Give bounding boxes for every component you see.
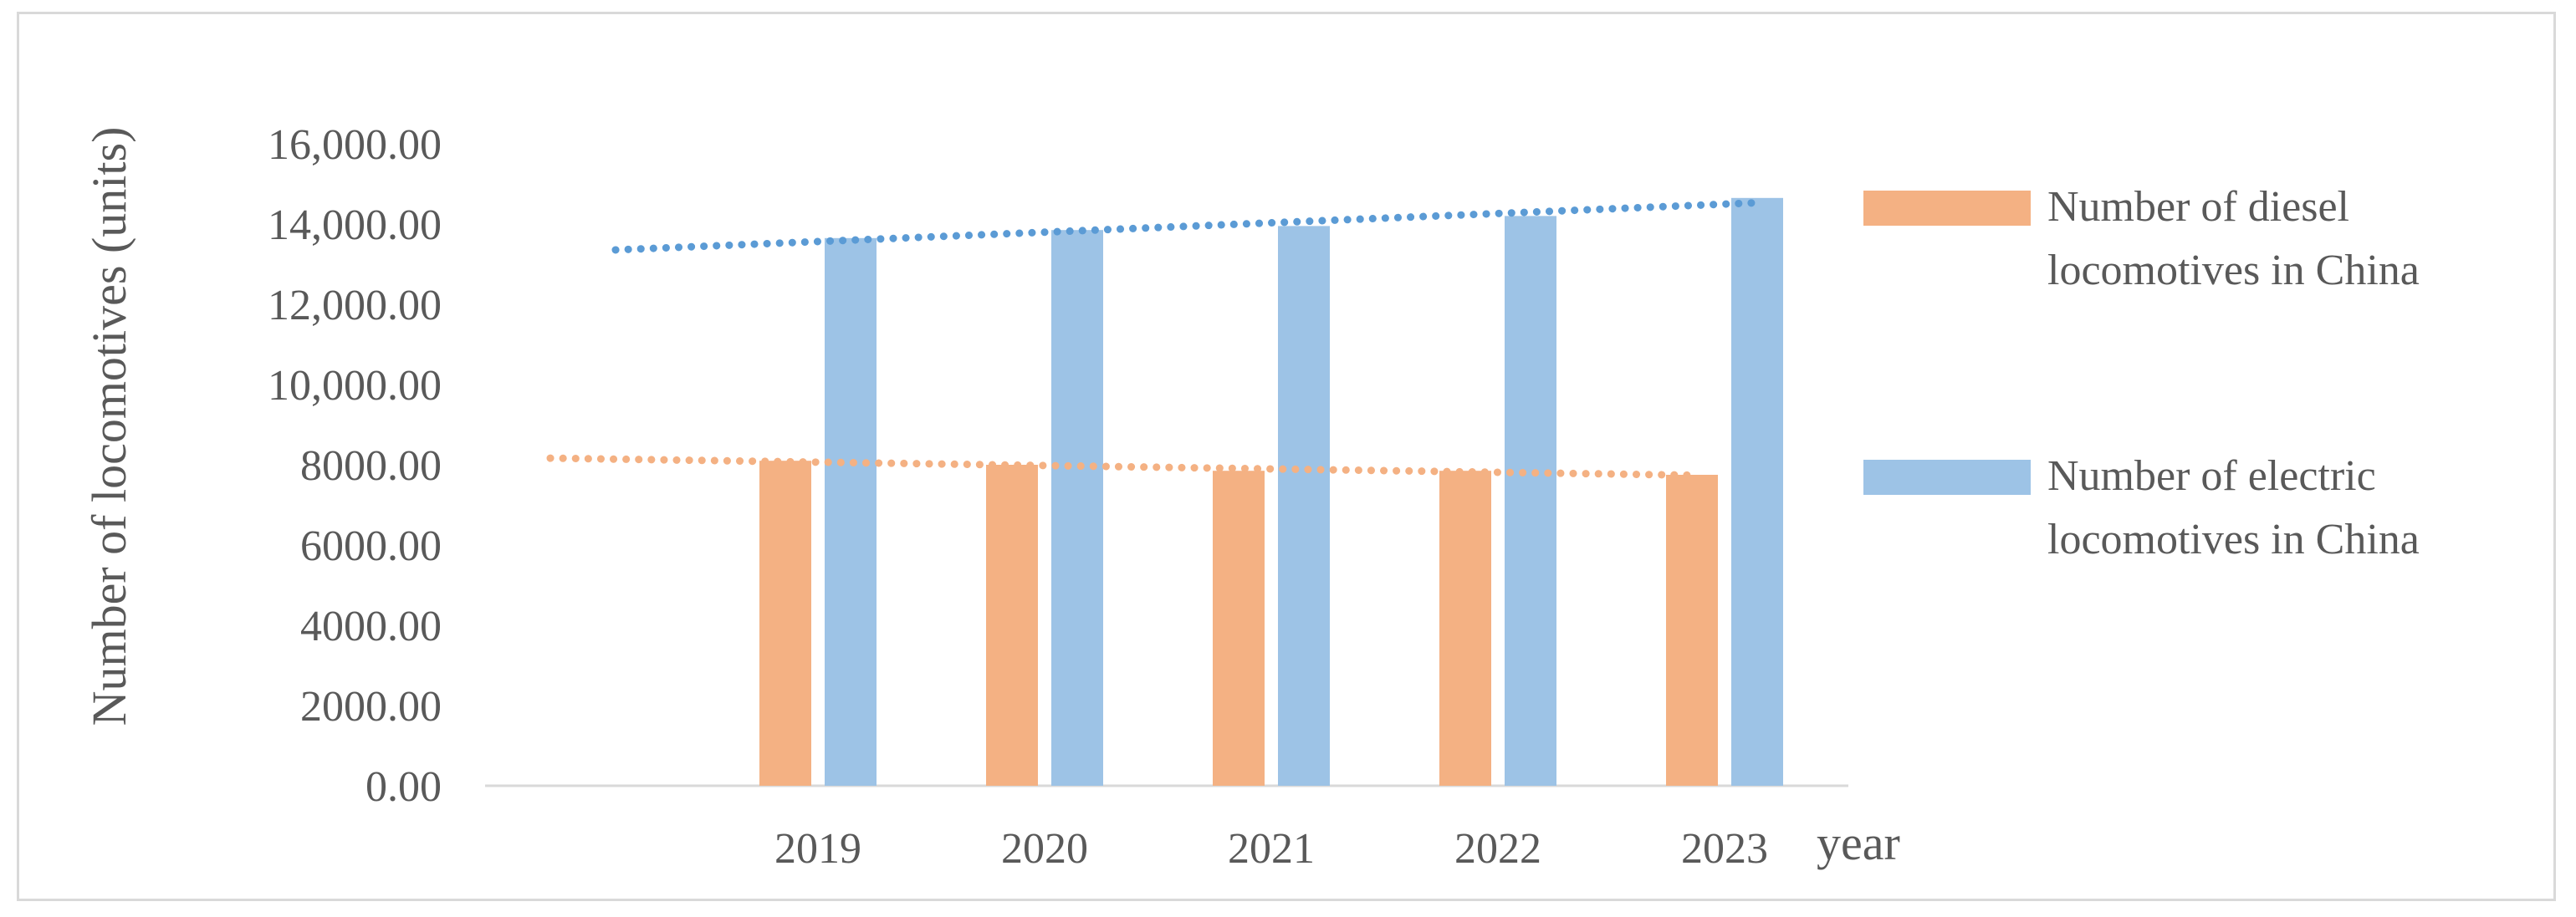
x-tick-label: 2021 (1228, 825, 1315, 873)
y-tick-label: 8000.00 (300, 442, 442, 490)
x-tick-label: 2023 (1681, 825, 1768, 873)
bar-electric-2020 (1051, 230, 1103, 786)
y-tick-label: 14,000.00 (268, 201, 442, 249)
y-tick-label: 12,000.00 (268, 282, 442, 329)
y-tick-label: 4000.00 (300, 603, 442, 650)
legend-label-electric-line2: locomotives in China (2047, 516, 2420, 563)
bar-diesel-2020 (986, 465, 1038, 786)
x-tick-label: 2022 (1454, 825, 1541, 873)
trendline-diesel (546, 454, 1696, 479)
y-tick-label: 16,000.00 (268, 121, 442, 169)
legend-label-diesel-line2: locomotives in China (2047, 247, 2420, 294)
bar-diesel-2019 (759, 461, 811, 786)
trendline-electric (611, 199, 1761, 254)
y-tick-label: 10,000.00 (268, 362, 442, 410)
legend-swatch-electric (1863, 460, 2031, 495)
legend: Number of diesel locomotives in China Nu… (1863, 183, 2420, 563)
legend-label-diesel: Number of diesel (2047, 183, 2349, 231)
x-tick-label: 2019 (774, 825, 861, 873)
y-axis-label: Number of locomotives (units) (82, 127, 136, 726)
legend-swatch-diesel (1863, 191, 2031, 226)
y-tick-label: 0.00 (365, 763, 442, 811)
x-axis-label: year (1817, 816, 1900, 870)
y-tick-label: 6000.00 (300, 522, 442, 570)
y-tick-label: 2000.00 (300, 683, 442, 731)
bar-electric-2019 (825, 237, 877, 786)
legend-label-electric: Number of electric (2047, 452, 2376, 500)
bar-diesel-2023 (1666, 475, 1718, 786)
bar-electric-2023 (1731, 197, 1783, 787)
bar-diesel-2021 (1213, 471, 1265, 786)
bar-electric-2022 (1505, 216, 1556, 786)
bar-electric-2021 (1278, 226, 1330, 786)
bar-diesel-2022 (1439, 471, 1491, 786)
x-tick-label: 2020 (1001, 825, 1088, 873)
